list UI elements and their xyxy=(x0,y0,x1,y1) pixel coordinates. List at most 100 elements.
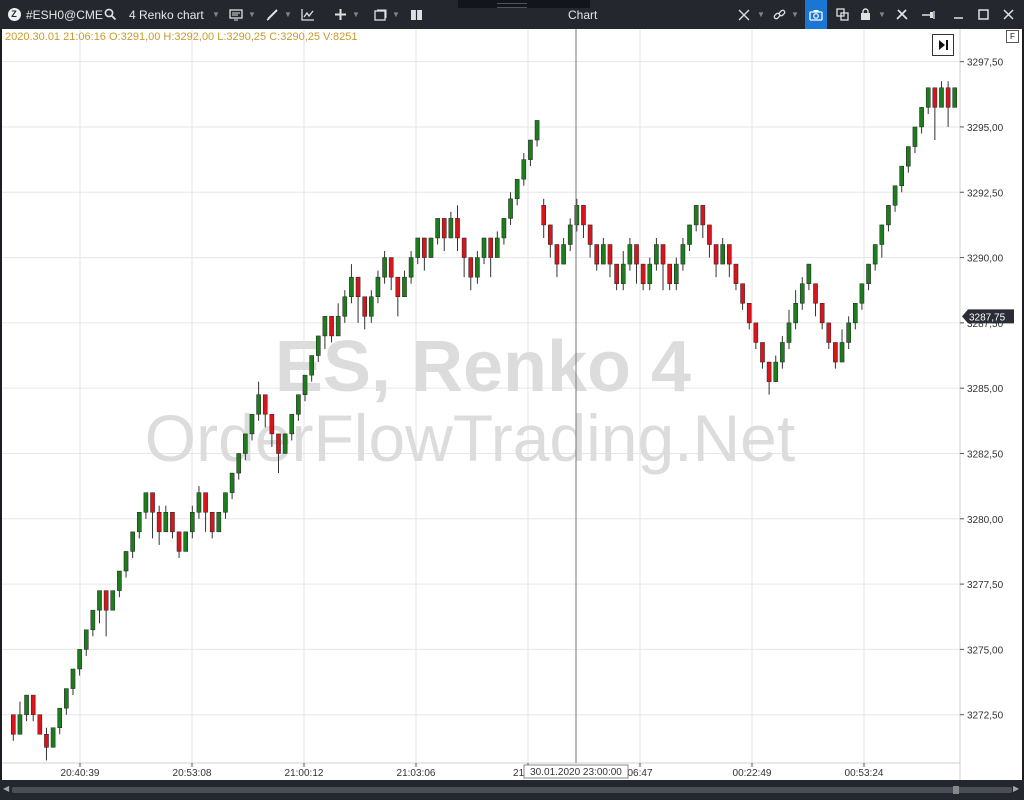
brick-body xyxy=(673,263,679,284)
brick-body xyxy=(654,244,659,265)
brick-body xyxy=(932,87,938,108)
brick-body xyxy=(534,120,540,141)
camera-icon[interactable] xyxy=(805,0,827,29)
brick-body xyxy=(276,433,281,454)
plus-icon[interactable] xyxy=(331,0,349,29)
down-brick xyxy=(740,283,745,310)
up-brick xyxy=(163,505,169,533)
brick-body xyxy=(528,139,533,160)
chevron-down-icon[interactable]: ▼ xyxy=(392,10,400,19)
up-brick xyxy=(912,126,918,154)
down-brick xyxy=(700,205,706,238)
horizontal-scrollbar[interactable] xyxy=(12,787,1012,793)
chart-area[interactable]: ES, Renko 4 OrderFlowTrading.Net 3297,50… xyxy=(2,29,1022,780)
brick-body xyxy=(282,433,288,454)
up-brick xyxy=(720,237,726,265)
chevron-down-icon[interactable]: ▼ xyxy=(791,10,799,19)
brick-body xyxy=(574,205,580,226)
indicator-icon[interactable] xyxy=(299,0,317,29)
link-icon[interactable] xyxy=(770,0,788,29)
close-icon[interactable] xyxy=(1000,0,1016,29)
maximize-icon[interactable] xyxy=(975,0,991,29)
brick-body xyxy=(296,394,301,415)
crosshair-icon[interactable] xyxy=(736,0,752,29)
up-brick xyxy=(249,414,255,441)
brick-body xyxy=(435,218,440,239)
brick-body xyxy=(919,107,924,128)
fixed-scale-button[interactable]: F xyxy=(1006,30,1019,43)
copy-icon[interactable] xyxy=(833,0,851,29)
up-brick xyxy=(852,303,858,330)
up-brick xyxy=(236,453,242,480)
brick-body xyxy=(760,342,765,363)
down-brick xyxy=(44,727,49,761)
time-tick-label: 20:53:08 xyxy=(173,768,212,779)
chevron-down-icon[interactable]: ▼ xyxy=(284,10,292,19)
window-drag-strip[interactable] xyxy=(458,0,590,8)
scroll-left-icon[interactable]: ◀ xyxy=(3,784,10,793)
brick-body xyxy=(548,224,553,245)
time-tick-label: 21:00:12 xyxy=(285,768,324,779)
current-price-marker xyxy=(962,309,1014,324)
chevron-down-icon[interactable]: ▼ xyxy=(757,10,765,19)
brick-body xyxy=(594,244,600,265)
down-brick xyxy=(733,263,739,291)
bricks xyxy=(11,81,958,761)
scroll-to-end-button[interactable] xyxy=(932,34,954,56)
brick-body xyxy=(693,205,699,226)
down-brick xyxy=(150,492,155,539)
brick-body xyxy=(488,237,493,258)
brick-body xyxy=(136,512,142,533)
up-brick xyxy=(183,531,188,552)
up-brick xyxy=(296,394,301,421)
brick-body xyxy=(746,303,752,324)
down-brick xyxy=(760,342,765,369)
up-brick xyxy=(567,218,573,252)
up-brick xyxy=(97,590,102,624)
price-tick-label: 3295,00 xyxy=(967,123,1004,134)
layout-icon[interactable] xyxy=(407,0,425,29)
down-brick xyxy=(395,276,401,317)
chart-type-selector[interactable]: 4 Renko chart xyxy=(129,0,204,29)
brick-body xyxy=(713,244,719,265)
symbol-selector[interactable]: #ESH0@CME xyxy=(26,0,103,29)
up-brick xyxy=(866,263,871,291)
chevron-down-icon[interactable]: ▼ xyxy=(248,10,256,19)
brick-body xyxy=(892,185,898,206)
lock-icon[interactable] xyxy=(857,0,873,29)
brick-body xyxy=(773,361,779,382)
brick-body xyxy=(826,322,832,343)
down-brick xyxy=(276,433,281,474)
renko-chart[interactable]: ES, Renko 4 OrderFlowTrading.Net 3297,50… xyxy=(2,29,1022,780)
brick-body xyxy=(382,257,387,278)
price-tick-label: 3287,50 xyxy=(967,319,1004,330)
price-tick-label: 3275,00 xyxy=(967,645,1004,656)
logo-icon[interactable]: Z xyxy=(6,0,22,29)
down-brick xyxy=(170,512,175,539)
template-icon[interactable] xyxy=(227,0,245,29)
pin-icon[interactable] xyxy=(919,0,937,29)
scrollbar-thumb[interactable] xyxy=(953,786,959,794)
chevron-down-icon[interactable]: ▼ xyxy=(212,10,220,19)
chevron-down-icon[interactable]: ▼ xyxy=(878,10,886,19)
up-brick xyxy=(521,153,527,186)
up-brick xyxy=(136,512,142,539)
pencil-icon[interactable] xyxy=(263,0,281,29)
up-brick xyxy=(952,87,958,108)
brick-body xyxy=(514,178,520,200)
tools-icon[interactable] xyxy=(893,0,911,29)
scroll-right-icon[interactable]: ▶ xyxy=(1013,784,1020,793)
window-icon[interactable] xyxy=(371,0,389,29)
brick-body xyxy=(44,734,49,748)
symbol-label: #ESH0@CME xyxy=(26,7,103,22)
chevron-down-icon[interactable]: ▼ xyxy=(352,10,360,19)
down-brick xyxy=(103,590,109,637)
search-icon[interactable] xyxy=(103,0,117,29)
down-brick xyxy=(607,244,613,278)
brick-body xyxy=(614,263,619,284)
up-brick xyxy=(773,355,779,382)
brick-body xyxy=(388,257,394,278)
minimize-icon[interactable] xyxy=(950,0,966,29)
down-brick xyxy=(441,218,447,252)
up-brick xyxy=(620,251,626,291)
